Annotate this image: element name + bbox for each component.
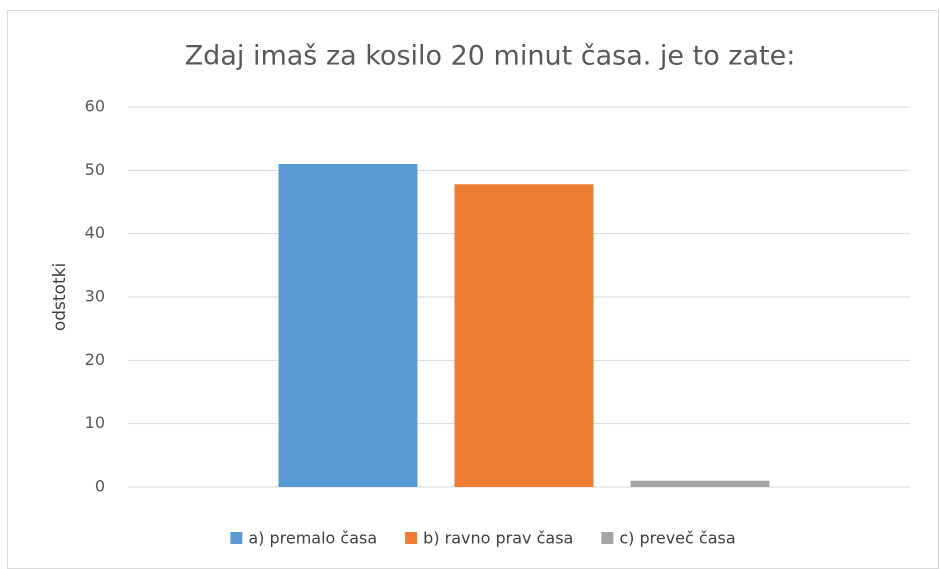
y-tick-label: 60 (85, 97, 105, 116)
legend-label: b) ravno prav časa (423, 529, 573, 548)
legend-label: c) preveč časa (619, 529, 735, 548)
y-tick-label: 10 (85, 413, 105, 432)
bar (454, 184, 594, 487)
y-tick-label: 0 (95, 477, 105, 496)
legend-swatch (405, 532, 418, 544)
y-tick-label: 20 (85, 350, 105, 369)
chart-title: Zdaj imaš za kosilo 20 minut časa. je to… (185, 41, 796, 72)
y-axis-title: odstotki (50, 263, 70, 331)
legend-label: a) premalo časa (248, 529, 377, 548)
bar (630, 480, 770, 487)
y-tick-label: 30 (85, 287, 105, 306)
bar (278, 164, 418, 487)
y-tick-label: 40 (85, 223, 105, 242)
y-tick-label: 50 (85, 160, 105, 179)
legend-swatch (601, 532, 614, 544)
legend-swatch (230, 532, 243, 544)
